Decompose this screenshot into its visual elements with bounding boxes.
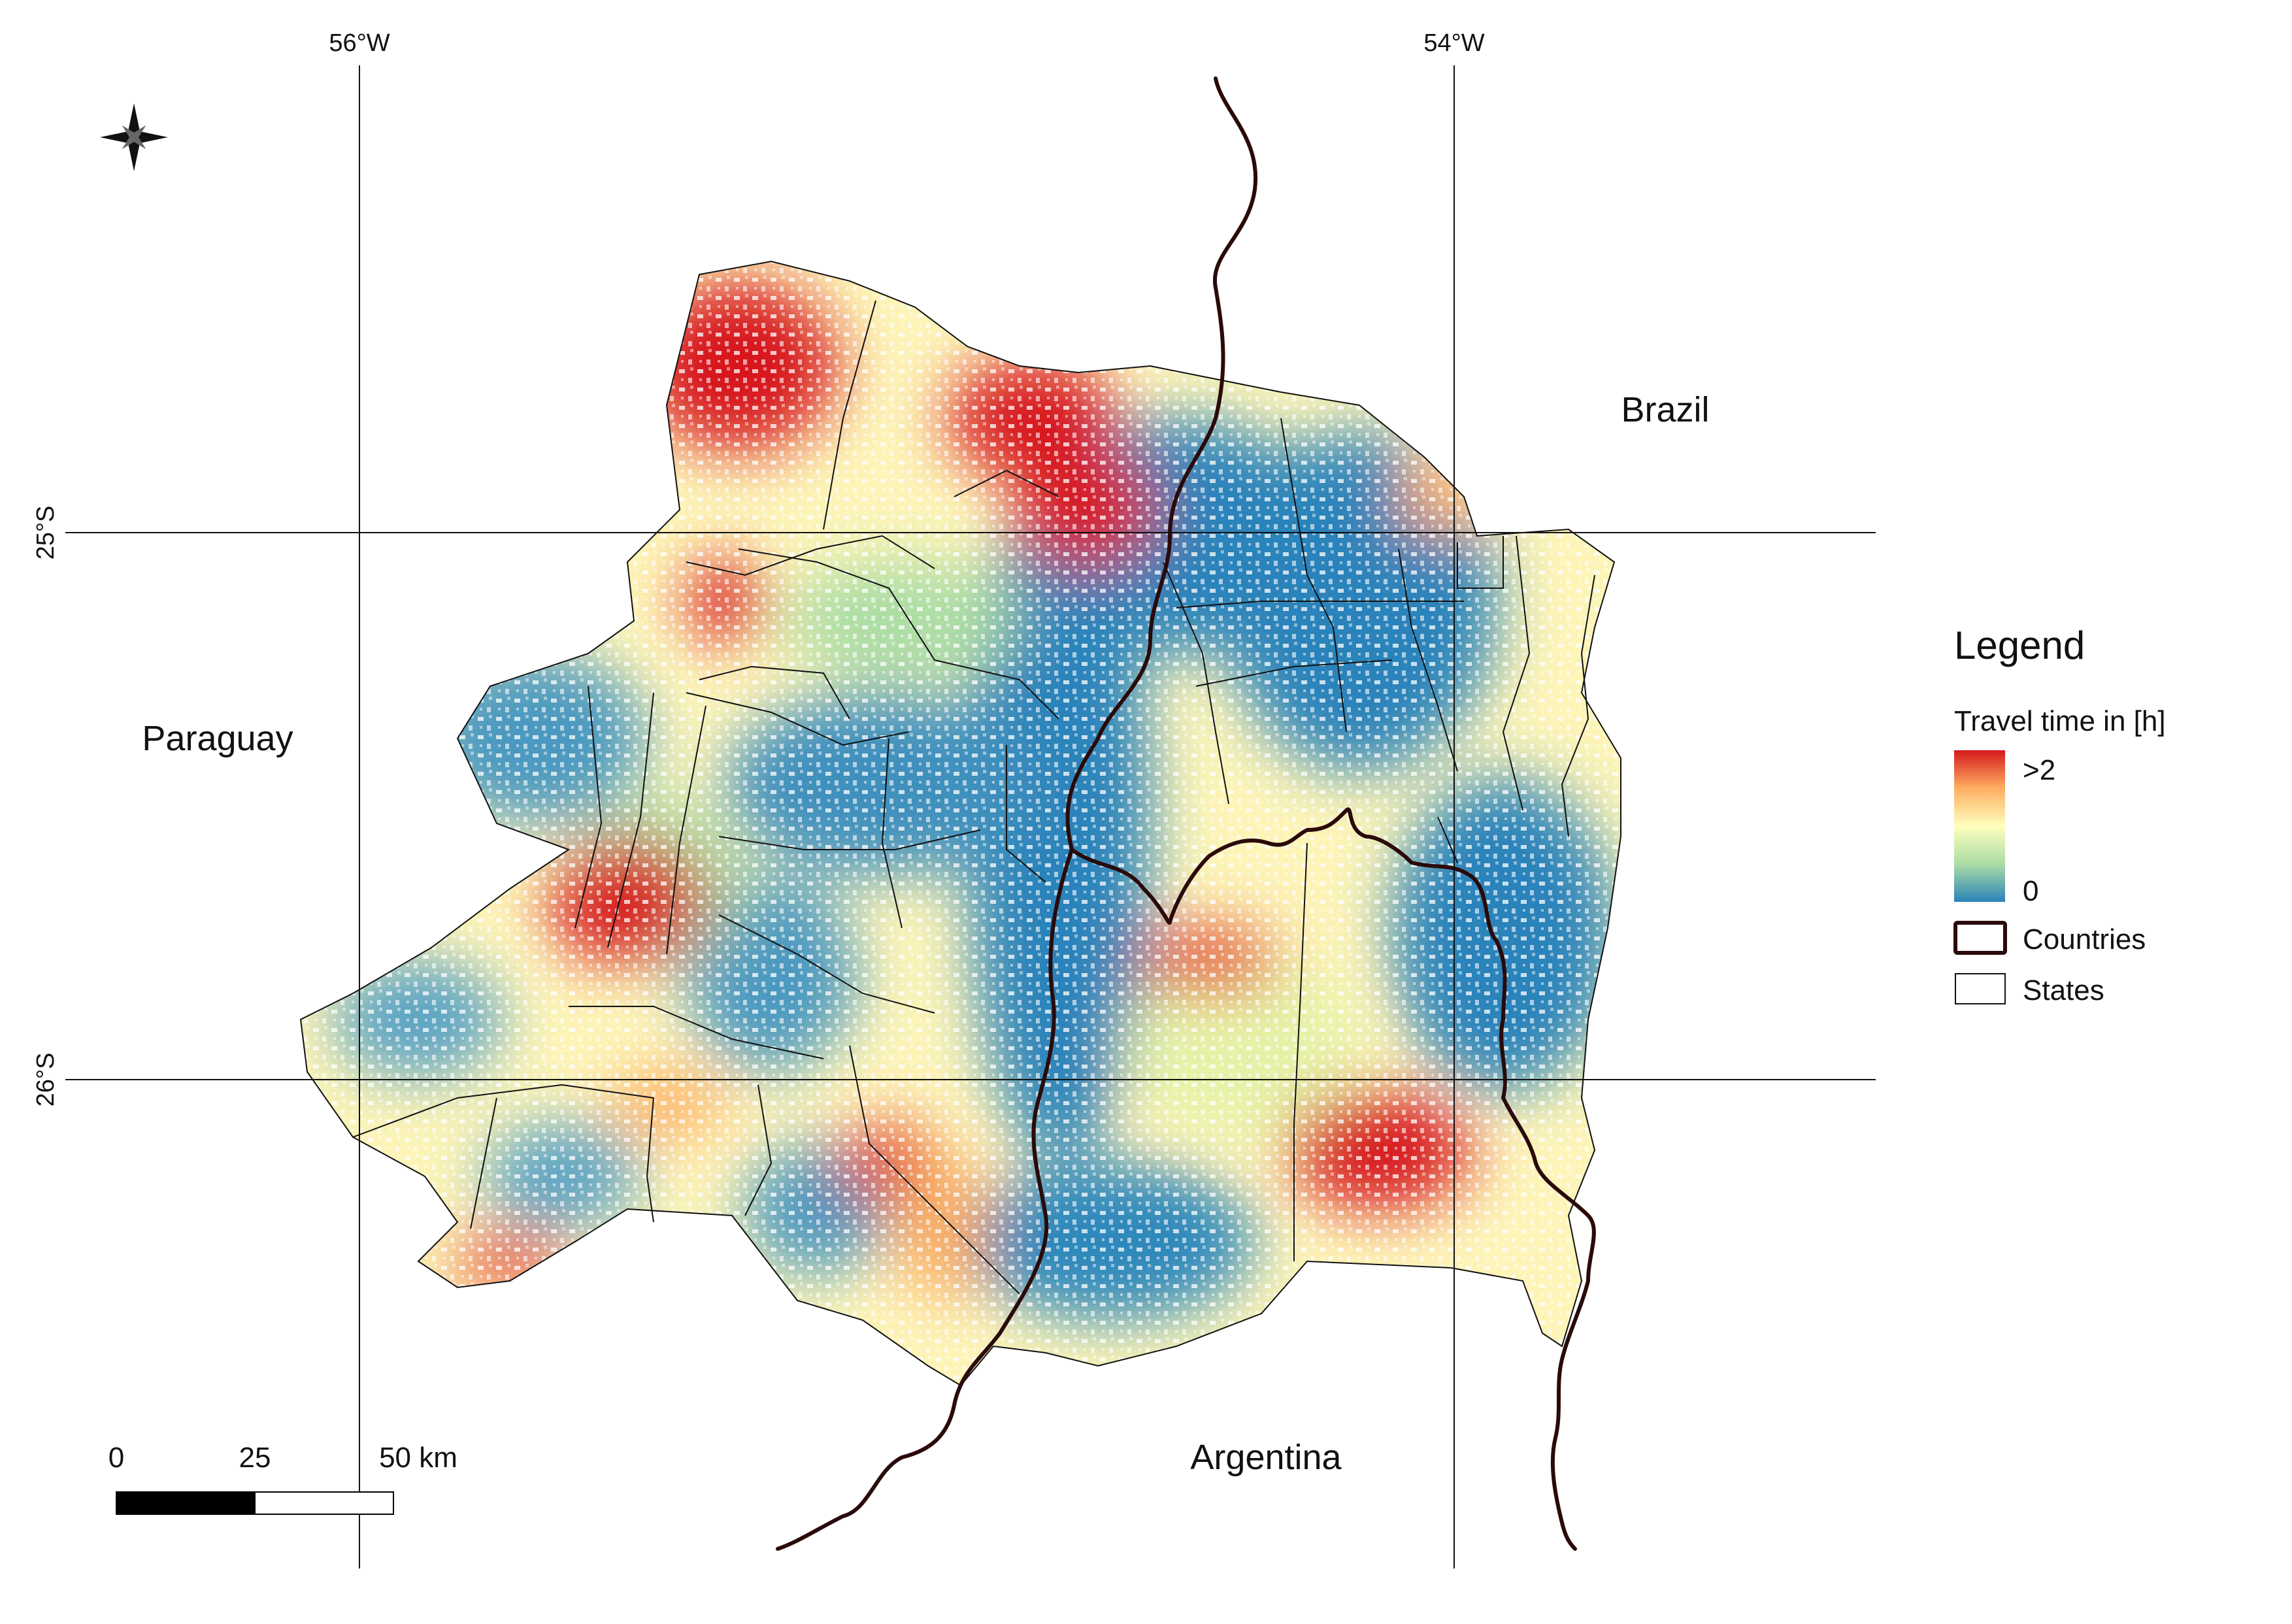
legend-title: Legend	[1954, 623, 2085, 667]
legend-color-ramp	[1954, 750, 2005, 902]
legend-ramp-high-label: >2	[2023, 754, 2055, 786]
scale-label-25: 25	[239, 1442, 271, 1474]
state-boundary	[1457, 536, 1504, 589]
scale-bar-segment-black	[116, 1491, 256, 1515]
legend-countries-swatch	[1953, 921, 2007, 955]
region-outline	[299, 260, 1621, 1387]
state-boundary	[718, 914, 935, 1014]
legend-countries-label: Countries	[2023, 923, 2146, 955]
scale-label-0: 0	[108, 1442, 124, 1474]
legend: Legend Travel time in [h] >2 0 Countries…	[1953, 623, 2166, 1006]
longitude-label: 56°W	[329, 29, 390, 57]
state-boundary	[470, 1097, 497, 1229]
country-labels: Paraguay Brazil Argentina	[142, 390, 1709, 1477]
state-boundary	[718, 829, 981, 850]
state-boundary	[352, 1084, 654, 1138]
state-boundary	[823, 300, 876, 530]
state-boundary	[699, 665, 850, 720]
state-boundary	[1398, 548, 1458, 772]
scale-bar-segment-white	[254, 1491, 394, 1515]
state-boundary	[849, 1045, 1020, 1295]
state-boundaries	[299, 260, 1621, 1387]
state-boundary	[646, 1097, 654, 1223]
legend-states-label: States	[2023, 974, 2104, 1006]
state-boundary	[738, 548, 1059, 720]
travel-time-raster	[301, 261, 1621, 1385]
state-boundary	[607, 692, 654, 948]
legend-subtitle: Travel time in [h]	[1954, 705, 2166, 737]
scale-bar-labels: 0 25 50 km	[108, 1442, 457, 1474]
state-boundary	[1006, 745, 1046, 883]
state-boundary	[666, 705, 706, 955]
state-boundary	[574, 686, 603, 929]
longitude-label: 54°W	[1423, 29, 1484, 57]
state-boundary	[1176, 601, 1464, 608]
raster-nodata-speckle	[301, 261, 1621, 1385]
parana-river-border	[776, 76, 1258, 1551]
country-label-brazil: Brazil	[1621, 390, 1709, 429]
state-boundary	[686, 692, 909, 746]
compass-star-icon	[100, 103, 168, 171]
state-boundary	[1195, 659, 1393, 687]
state-boundary	[569, 1006, 824, 1059]
country-boundaries	[776, 76, 1596, 1551]
latitude-label: 26°S	[32, 1053, 59, 1107]
state-boundary	[1561, 574, 1595, 837]
state-boundary	[744, 1084, 772, 1216]
legend-ramp-low-label: 0	[2023, 875, 2038, 907]
country-label-paraguay: Paraguay	[142, 719, 293, 758]
state-boundary	[1280, 418, 1347, 733]
scale-bar: 0 25 50 km	[108, 1442, 457, 1515]
graticule	[65, 65, 1876, 1568]
state-boundary	[954, 469, 1059, 497]
compass-star-diagonal	[122, 125, 146, 150]
graticule-labels: 56°W 54°W 25°S 26°S	[32, 29, 1485, 1106]
state-boundary	[1293, 842, 1308, 1261]
iguazu-river-border	[1070, 807, 1596, 1551]
legend-states-swatch	[1955, 973, 2006, 1004]
state-boundary	[881, 738, 903, 929]
scale-label-50: 50 km	[379, 1442, 457, 1474]
latitude-label: 25°S	[32, 506, 59, 560]
state-boundary	[686, 535, 935, 576]
state-boundary	[1502, 535, 1531, 811]
country-label-argentina: Argentina	[1190, 1438, 1342, 1477]
